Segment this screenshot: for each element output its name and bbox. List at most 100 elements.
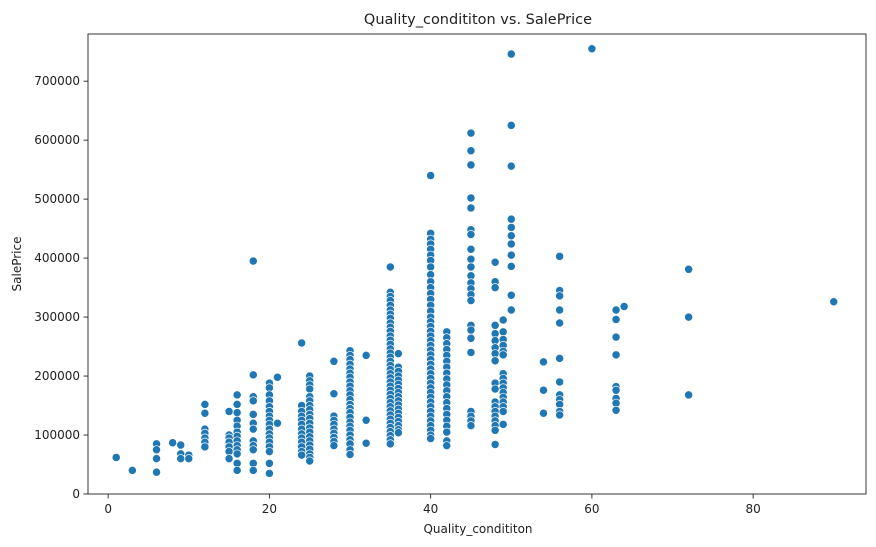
scatter-point	[506, 290, 516, 300]
scatter-point	[224, 454, 234, 464]
scatter-point	[442, 427, 452, 437]
scatter-point	[466, 348, 476, 357]
scatter-point	[248, 424, 258, 434]
scatter-point	[426, 434, 436, 444]
scatter-point	[498, 315, 508, 325]
scatter-point	[829, 297, 839, 307]
scatter-point	[111, 452, 121, 462]
x-tick-label: 0	[104, 502, 112, 516]
scatter-point	[684, 312, 694, 322]
x-tick-label: 60	[584, 502, 599, 516]
scatter-point	[498, 350, 508, 360]
scatter-point	[555, 353, 565, 363]
scatter-point	[555, 305, 565, 315]
y-tick-label: 500000	[34, 192, 80, 206]
scatter-point	[442, 441, 452, 451]
scatter-point	[273, 418, 282, 428]
scatter-point	[490, 356, 500, 366]
plot-area: 0 20 40 60 80 0 100000 200000 300000 400000 50000…	[34, 33, 867, 516]
scatter-point	[539, 408, 548, 418]
scatter-point	[329, 356, 339, 366]
scatter-point	[466, 296, 476, 306]
scatter-point	[305, 456, 315, 466]
scatter-point	[393, 428, 403, 438]
scatter-point	[232, 465, 242, 475]
y-tick-label: 300000	[34, 310, 80, 324]
scatter-point	[152, 467, 161, 477]
scatter-point	[506, 261, 516, 271]
scatter-point	[466, 244, 476, 254]
scatter-point	[248, 396, 258, 406]
scatter-point	[176, 454, 186, 464]
scatter-point	[361, 438, 371, 448]
scatter-point	[248, 256, 258, 266]
scatter-point	[248, 370, 258, 380]
scatter-point	[426, 262, 436, 272]
scatter-point	[232, 390, 242, 400]
scatter-point	[490, 257, 500, 267]
scatter-point	[248, 445, 258, 455]
scatter-point	[555, 410, 565, 420]
y-tick-label: 100000	[34, 428, 80, 442]
scatter-point	[305, 384, 315, 394]
scatter-point	[297, 338, 307, 348]
y-tick-label: 600000	[34, 133, 80, 147]
scatter-point	[466, 203, 476, 213]
scatter-point	[184, 454, 194, 464]
data-points	[111, 44, 839, 478]
y-tick-label: 0	[72, 487, 80, 501]
scatter-point	[611, 385, 621, 395]
scatter-point	[329, 441, 339, 451]
scatter-point	[506, 214, 516, 224]
scatter-point	[127, 465, 137, 475]
scatter-point	[466, 146, 476, 156]
scatter-point	[345, 450, 355, 459]
scatter-point	[506, 120, 516, 130]
scatter-point	[619, 302, 629, 311]
scatter-point	[152, 445, 161, 455]
scatter-point	[490, 384, 500, 394]
scatter-point	[555, 318, 565, 328]
scatter-point	[611, 332, 621, 342]
scatter-point	[248, 409, 258, 419]
scatter-point	[466, 193, 476, 203]
scatter-point	[273, 372, 282, 382]
y-axis-ticks: 0 100000 200000 300000 400000 500000 600000 700…	[34, 74, 88, 501]
scatter-point	[684, 390, 694, 400]
scatter-point	[498, 327, 508, 337]
scatter-point	[466, 128, 476, 138]
scatter-point	[498, 406, 508, 416]
scatter-point	[168, 438, 178, 448]
scatter-point	[611, 314, 621, 324]
x-axis-ticks: 0 20 40 60 80	[104, 494, 761, 516]
scatter-point	[490, 283, 500, 293]
scatter-point	[329, 389, 339, 399]
scatter-point	[200, 408, 210, 418]
scatter-point	[506, 305, 516, 315]
scatter-point	[611, 405, 621, 415]
scatter-point	[200, 442, 210, 452]
scatter-point	[466, 325, 476, 335]
scatter-point	[297, 450, 307, 460]
scatter-point	[393, 349, 403, 359]
x-axis-label: Quality_condititon	[423, 522, 532, 536]
scatter-point	[385, 439, 395, 449]
y-tick-label: 700000	[34, 74, 80, 88]
scatter-point	[506, 222, 516, 232]
x-tick-label: 40	[423, 502, 438, 516]
scatter-point	[490, 425, 500, 435]
scatter-point	[490, 440, 500, 449]
scatter-point	[466, 230, 476, 239]
scatter-point	[555, 291, 565, 301]
scatter-point	[466, 333, 476, 343]
scatter-point	[264, 468, 274, 478]
chart-title: Quality_condititon vs. SalePrice	[364, 12, 592, 28]
y-tick-label: 200000	[34, 369, 80, 383]
scatter-point	[587, 44, 597, 54]
scatter-point	[466, 254, 476, 264]
scatter-point	[506, 239, 516, 249]
scatter-point	[232, 399, 242, 409]
scatter-point	[426, 171, 436, 180]
scatter-point	[264, 447, 274, 456]
